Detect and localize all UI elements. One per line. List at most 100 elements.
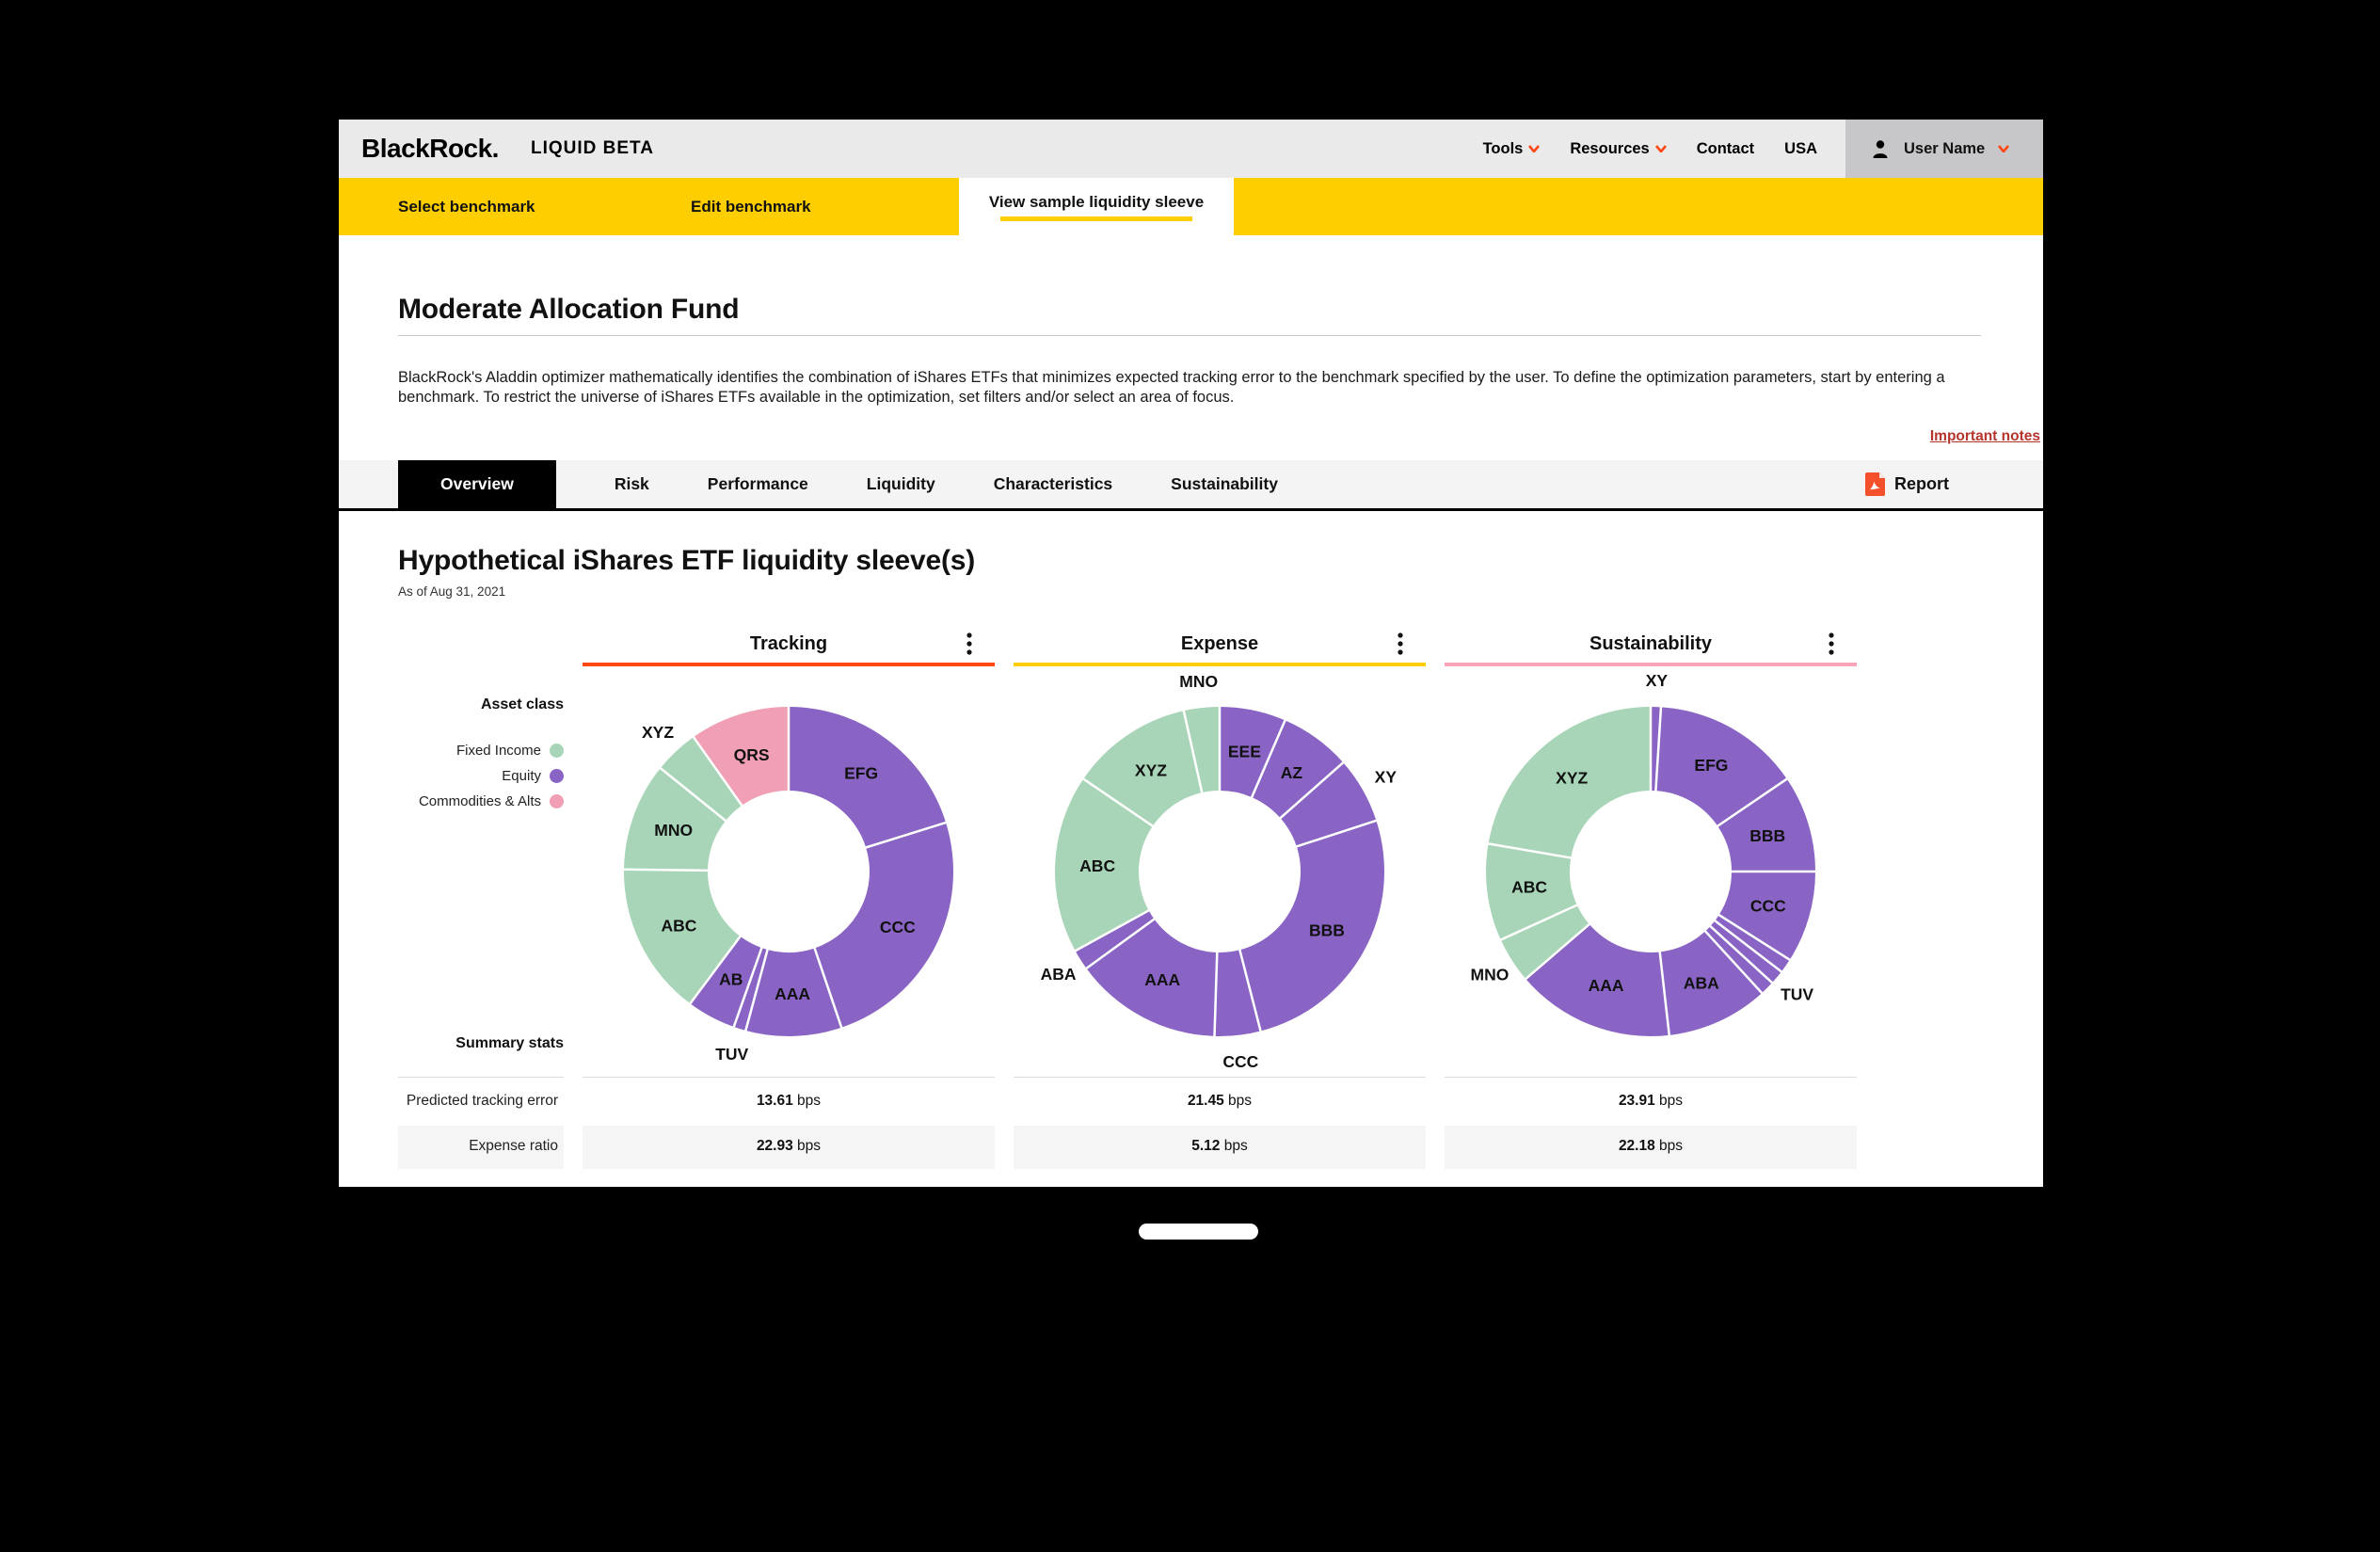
donut-segment-ccc[interactable] — [1214, 950, 1261, 1036]
donut-segment-mno[interactable] — [1183, 707, 1220, 793]
donut-segment-label: AAA — [775, 984, 810, 1003]
tab-liquidity[interactable]: Liquidity — [866, 474, 935, 493]
tab-characteristics[interactable]: Characteristics — [993, 474, 1113, 493]
donut-segment-efg[interactable] — [1655, 707, 1787, 826]
donut-chart-tracking: EFG CCC AAA TUV AB ABC MNO XYZ QRS — [622, 706, 953, 1064]
nav-contact[interactable]: Contact — [1697, 140, 1754, 158]
donut-segment-mno[interactable] — [1500, 904, 1589, 980]
summary-stats-heading: Summary stats — [455, 1035, 564, 1051]
segment-separator — [1524, 922, 1591, 981]
donut-segment-label: AB — [719, 970, 743, 989]
donut-segment-xyz[interactable] — [1083, 711, 1203, 826]
nav-resources[interactable]: Resources — [1570, 140, 1667, 158]
donut-segment-abc[interactable] — [624, 869, 741, 1004]
donut-segment-aaa[interactable] — [1086, 919, 1218, 1036]
donut-segment-qrs[interactable] — [693, 707, 789, 806]
benchmark-tab-view-sample[interactable]: View sample liquidity sleeve — [959, 178, 1234, 235]
legend-panel: Asset class Fixed Income Equity Commodit… — [398, 625, 564, 1077]
donut-segment-xy[interactable] — [1651, 707, 1661, 792]
chevron-down-icon — [1998, 145, 2010, 152]
stat-value: 23.91 bps — [1445, 1077, 1857, 1124]
stat-number: 5.12 — [1191, 1138, 1221, 1154]
donut-segment-label: MNO — [1471, 965, 1509, 984]
donut-segment-label: QRS — [734, 745, 770, 764]
donut-segment-aba[interactable] — [1659, 931, 1763, 1035]
donut-segment-tuv[interactable] — [1710, 920, 1781, 984]
report-label: Report — [1894, 474, 1949, 493]
segment-separator — [1487, 842, 1573, 859]
donut-segment-bbb[interactable] — [1717, 778, 1815, 872]
donut-segment-unlabeled[interactable] — [1705, 926, 1773, 994]
report-button[interactable]: Report — [1865, 460, 1949, 508]
nav-tools[interactable]: Tools — [1483, 140, 1541, 158]
donut-segment-aba[interactable] — [1075, 910, 1155, 968]
donut-segment-label: CCC — [880, 918, 916, 936]
segment-separator — [1499, 904, 1579, 942]
equity-dot — [550, 769, 564, 783]
stat-unit: bps — [1223, 1138, 1248, 1154]
active-tab-underline — [1000, 216, 1192, 221]
donut-segment-unlabeled[interactable] — [1715, 915, 1790, 972]
donut-segment-efg[interactable] — [789, 707, 947, 848]
nav-usa[interactable]: USA — [1784, 140, 1817, 158]
donut-segment-aaa[interactable] — [745, 948, 842, 1036]
legend-item-equity: Equity — [502, 768, 564, 784]
tab-performance[interactable]: Performance — [707, 474, 808, 493]
nav-tools-label: Tools — [1482, 139, 1524, 157]
donut-segment-tuv[interactable] — [733, 948, 768, 1031]
top-nav: Tools Resources Contact USA — [1483, 140, 1817, 158]
stat-label-tracking-error: Predicted tracking error — [398, 1077, 564, 1124]
donut-segment-eee[interactable] — [1220, 707, 1286, 798]
segment-separator — [659, 766, 727, 823]
donut-segment-label: ABA — [1684, 973, 1719, 992]
kebab-menu-icon[interactable] — [966, 632, 972, 655]
donut-segment-ccc[interactable] — [814, 823, 953, 1028]
donut-segment-xyz[interactable] — [1488, 707, 1651, 858]
donut-segment-bbb[interactable] — [1239, 820, 1384, 1032]
donut-segment-ab[interactable] — [690, 936, 762, 1028]
commodities-dot — [550, 794, 564, 808]
donut-segment-label: TUV — [715, 1045, 748, 1064]
segment-separator — [1703, 929, 1764, 995]
charts-grid: Asset class Fixed Income Equity Commodit… — [398, 625, 2043, 1169]
segment-separator — [1654, 706, 1663, 792]
donut-segment-xy[interactable] — [1280, 762, 1377, 847]
important-notes-link[interactable]: Important notes — [1929, 428, 2040, 444]
stat-value: 21.45 bps — [1014, 1077, 1426, 1124]
user-name: User Name — [1904, 139, 1986, 157]
donut-segment-label: ABA — [1041, 965, 1077, 984]
donut-segment-aaa[interactable] — [1525, 924, 1669, 1036]
donut-segment-label: AAA — [1144, 970, 1180, 989]
donut-segment-label: ABC — [1511, 878, 1547, 897]
chevron-down-icon — [1528, 145, 1541, 152]
tab-risk[interactable]: Risk — [614, 474, 649, 493]
stat-number: 22.93 — [756, 1138, 793, 1154]
chart-column-expense: Expense EEE AZ XY BBB CCC AAA ABA ABC XYZ MNO — [1014, 625, 1426, 1077]
chart-title-sustainability: Sustainability — [1589, 632, 1713, 654]
nav-contact-label: Contact — [1696, 139, 1755, 157]
nav-usa-label: USA — [1784, 139, 1817, 157]
donut-segment-abc[interactable] — [1055, 778, 1153, 952]
kebab-menu-icon[interactable] — [1398, 632, 1403, 655]
benchmark-tab-edit[interactable]: Edit benchmark — [691, 197, 811, 216]
kebab-menu-icon[interactable] — [1829, 632, 1834, 655]
donut-segment-ccc[interactable] — [1718, 872, 1815, 960]
tab-sustainability[interactable]: Sustainability — [1171, 474, 1278, 493]
segment-separator — [1182, 709, 1204, 794]
benchmark-tab-select[interactable]: Select benchmark — [398, 197, 535, 216]
donut-segment-abc[interactable] — [1486, 843, 1577, 940]
donut-segment-label: MNO — [654, 821, 693, 840]
donut-segment-label: XYZ — [1556, 769, 1588, 788]
home-indicator[interactable] — [1139, 1224, 1258, 1240]
user-icon — [1873, 140, 1888, 158]
blackrock-logo: BlackRock. — [361, 134, 499, 163]
donut-segment-xyz[interactable] — [660, 737, 743, 822]
segment-separator — [1295, 819, 1378, 848]
stat-value: 22.93 bps — [583, 1124, 995, 1169]
legend-label: Equity — [502, 768, 541, 784]
segment-separator — [1658, 951, 1671, 1037]
donut-segment-mno[interactable] — [624, 768, 727, 871]
tab-overview[interactable]: Overview — [398, 460, 556, 508]
stat-unit: bps — [1659, 1138, 1684, 1154]
user-menu[interactable]: User Name — [1845, 120, 2043, 178]
